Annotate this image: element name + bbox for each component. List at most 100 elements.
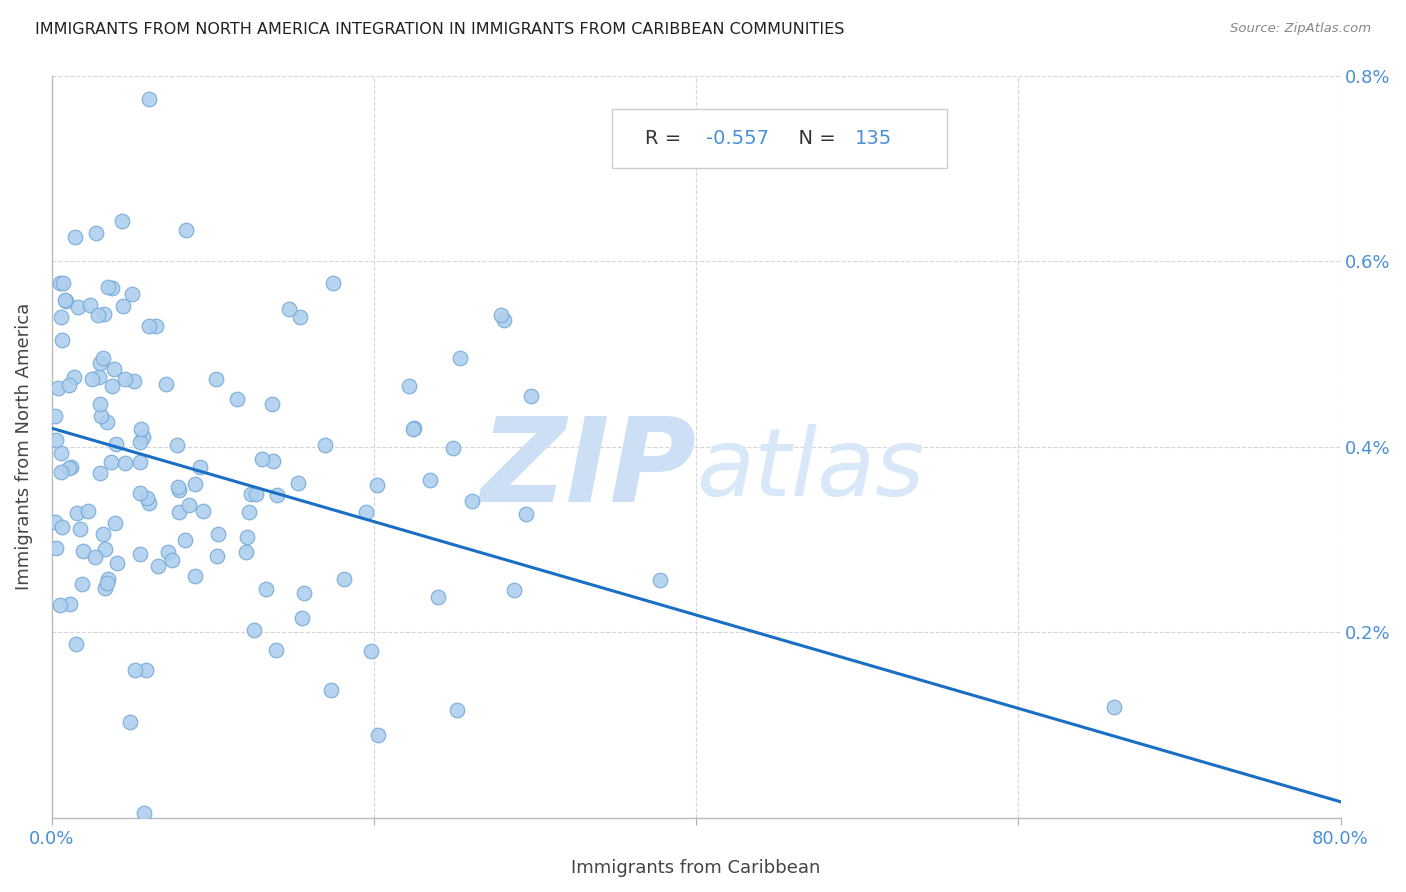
Point bbox=[96, 416, 118, 430]
Point bbox=[112, 299, 135, 313]
Point bbox=[132, 430, 155, 444]
Point bbox=[245, 487, 267, 501]
Point bbox=[44, 516, 66, 530]
Point bbox=[366, 728, 388, 742]
Point bbox=[59, 597, 82, 611]
Point bbox=[122, 374, 145, 388]
Point bbox=[52, 276, 75, 290]
Point bbox=[366, 478, 388, 492]
Point bbox=[104, 437, 127, 451]
Point bbox=[235, 545, 257, 559]
Point bbox=[238, 505, 260, 519]
Point bbox=[449, 351, 471, 365]
Point bbox=[105, 556, 128, 570]
Point bbox=[129, 455, 152, 469]
Point bbox=[101, 378, 124, 392]
Point bbox=[441, 441, 464, 455]
Point bbox=[489, 309, 512, 323]
Point bbox=[287, 476, 309, 491]
Point bbox=[94, 581, 117, 595]
Point bbox=[97, 280, 120, 294]
Point bbox=[322, 276, 344, 290]
Point bbox=[460, 494, 482, 508]
Point bbox=[166, 480, 188, 494]
Point bbox=[67, 301, 90, 315]
Point bbox=[93, 307, 115, 321]
Point bbox=[49, 446, 72, 460]
Point bbox=[129, 548, 152, 562]
Text: IMMIGRANTS FROM NORTH AMERICA INTEGRATION IN IMMIGRANTS FROM CARIBBEAN COMMUNITI: IMMIGRANTS FROM NORTH AMERICA INTEGRATIO… bbox=[35, 22, 845, 37]
Point bbox=[84, 226, 107, 240]
Point bbox=[45, 541, 67, 555]
Point bbox=[207, 527, 229, 541]
Point bbox=[188, 459, 211, 474]
Point bbox=[266, 488, 288, 502]
Point bbox=[91, 351, 114, 365]
Point bbox=[398, 378, 420, 392]
Point bbox=[120, 715, 142, 730]
Point bbox=[69, 522, 91, 536]
Point bbox=[79, 298, 101, 312]
Point bbox=[332, 572, 354, 586]
Point bbox=[111, 214, 134, 228]
Point bbox=[138, 319, 160, 334]
Point bbox=[243, 623, 266, 637]
Point bbox=[58, 378, 80, 392]
Point bbox=[157, 545, 180, 559]
Point bbox=[65, 637, 87, 651]
Point bbox=[262, 453, 284, 467]
Point bbox=[131, 422, 153, 436]
Point bbox=[72, 544, 94, 558]
Point bbox=[96, 575, 118, 590]
Point bbox=[427, 590, 450, 604]
Point bbox=[146, 559, 169, 574]
Point bbox=[262, 397, 284, 411]
Point bbox=[70, 576, 93, 591]
Point bbox=[264, 643, 287, 657]
Text: ZIP: ZIP bbox=[479, 411, 696, 526]
Point bbox=[77, 503, 100, 517]
Point bbox=[59, 460, 82, 475]
Text: R =: R = bbox=[644, 129, 688, 148]
Point bbox=[46, 381, 69, 395]
Point bbox=[100, 455, 122, 469]
Point bbox=[89, 466, 111, 480]
Point bbox=[51, 310, 73, 324]
Point bbox=[80, 371, 103, 385]
Point bbox=[204, 372, 226, 386]
Point bbox=[124, 663, 146, 677]
Point bbox=[226, 392, 249, 407]
Point bbox=[53, 293, 76, 307]
Point bbox=[184, 476, 207, 491]
Point bbox=[184, 568, 207, 582]
Point bbox=[114, 456, 136, 470]
Point bbox=[515, 507, 537, 521]
Point bbox=[90, 409, 112, 424]
Point bbox=[51, 333, 73, 347]
Point bbox=[419, 473, 441, 487]
Point bbox=[91, 527, 114, 541]
Point bbox=[235, 530, 257, 544]
Point bbox=[121, 287, 143, 301]
Y-axis label: Immigrants from North America: Immigrants from North America bbox=[15, 303, 32, 591]
Point bbox=[354, 505, 377, 519]
Point bbox=[104, 516, 127, 530]
Point bbox=[240, 487, 263, 501]
Point bbox=[167, 505, 190, 519]
Point bbox=[291, 611, 314, 625]
Text: 135: 135 bbox=[855, 129, 891, 148]
Point bbox=[135, 491, 157, 506]
Point bbox=[360, 644, 382, 658]
Point bbox=[177, 498, 200, 512]
Point bbox=[314, 437, 336, 451]
Point bbox=[94, 541, 117, 556]
Point bbox=[503, 582, 526, 597]
Point bbox=[89, 397, 111, 411]
Point bbox=[51, 519, 73, 533]
Point bbox=[63, 230, 86, 244]
Text: N =: N = bbox=[786, 129, 842, 148]
Point bbox=[167, 483, 190, 498]
Point bbox=[55, 294, 77, 309]
Text: -0.557: -0.557 bbox=[706, 129, 769, 148]
Point bbox=[648, 573, 671, 587]
